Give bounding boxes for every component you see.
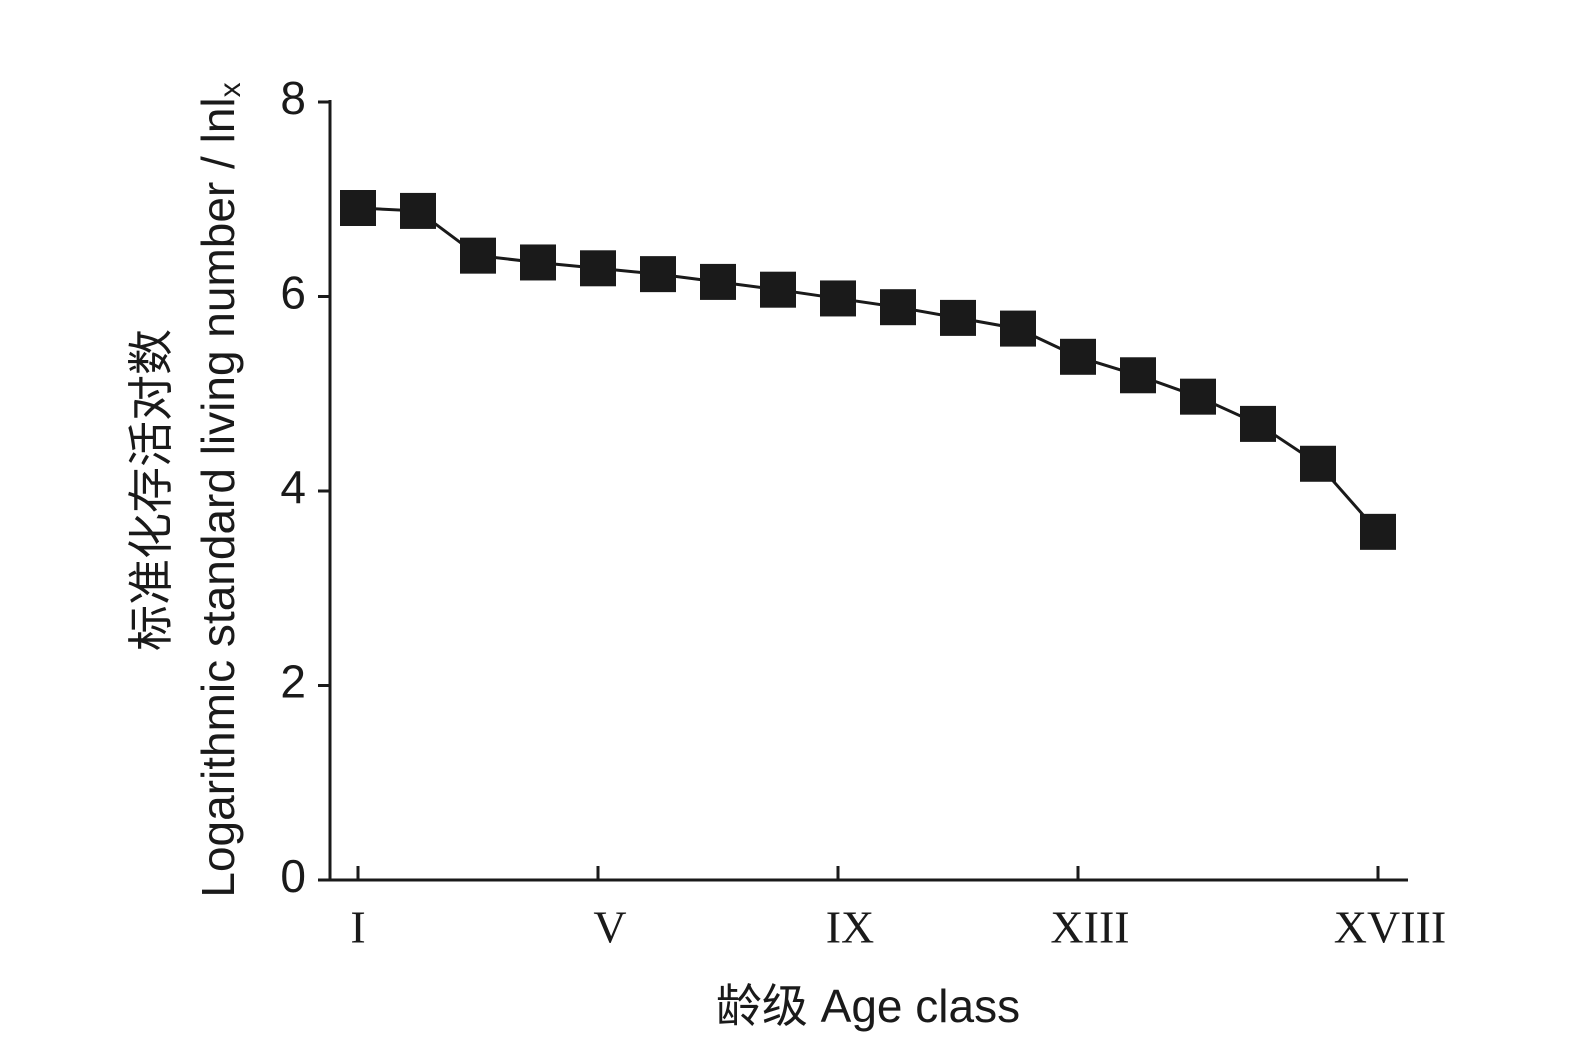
point-marker [580,250,616,287]
point-marker [400,192,436,229]
y-tick-label: 6 [280,267,306,319]
point-marker [1180,378,1216,415]
point-marker [460,237,496,274]
point-marker [820,280,856,317]
point-marker [1360,513,1396,550]
x-tick-label: IX [826,902,875,953]
point-marker [760,271,796,308]
point-marker [1120,357,1156,394]
point-marker [340,190,376,227]
point-marker [640,256,676,293]
y-tick-label: 2 [280,656,306,708]
point-marker [1060,338,1096,375]
x-tick-label: XIII [1050,902,1129,953]
x-axis-label: 龄级 Age class [716,980,1020,1032]
x-tick-label: I [350,902,365,953]
y-tick-label: 0 [280,850,306,902]
point-marker [940,299,976,336]
point-marker [880,289,916,326]
point-marker [520,244,556,281]
point-marker [1240,405,1276,442]
y-axis-label-en: Logarithmic standard living number / lnl… [192,82,247,897]
x-tick-label: V [593,902,626,953]
point-marker [1000,310,1036,347]
y-tick-label: 4 [280,461,306,513]
series-line [357,206,1380,533]
point-marker [1300,445,1336,482]
x-tick-label: XVIII [1334,902,1446,953]
y-label-sub: x [214,82,247,97]
point-marker [700,263,736,300]
y-tick-label: 8 [280,72,306,124]
y-axis-label-cn: 标准化存活对数 [125,329,177,651]
y-label-text: Logarithmic standard living number / lnl [192,97,244,897]
